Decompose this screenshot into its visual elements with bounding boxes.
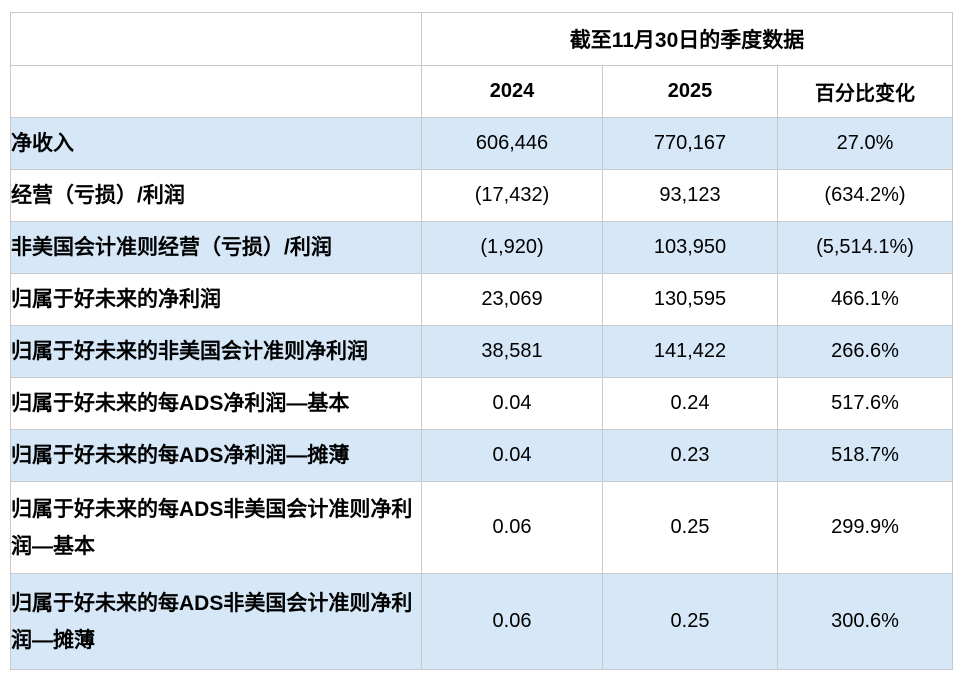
col-header-2025: 2025 <box>602 65 778 118</box>
value-2025: 141,422 <box>602 325 778 378</box>
metric-label: 非美国会计准则经营（亏损）/利润 <box>10 221 422 274</box>
value-2024: 0.04 <box>421 377 603 430</box>
table-row: 归属于好未来的每ADS非美国会计准则净利润—基本 0.06 0.25 299.9… <box>10 481 954 574</box>
col-header-change: 百分比变化 <box>776 65 954 118</box>
value-2024: 606,446 <box>421 117 603 170</box>
value-change: 466.1% <box>776 273 954 326</box>
value-change: 517.6% <box>776 377 954 430</box>
empty-corner-cell <box>10 12 422 66</box>
metric-label: 归属于好未来的每ADS净利润—摊薄 <box>10 429 422 482</box>
value-2024: (17,432) <box>421 169 603 222</box>
table-row: 归属于好未来的非美国会计准则净利润 38,581 141,422 266.6% <box>10 325 954 378</box>
quarterly-financial-table: 截至11月30日的季度数据 2024 2025 百分比变化 净收入 606,44… <box>10 12 954 670</box>
table-row: 归属于好未来的每ADS净利润—基本 0.04 0.24 517.6% <box>10 377 954 430</box>
value-change: 518.7% <box>776 429 954 482</box>
value-2024: 38,581 <box>421 325 603 378</box>
value-change: (634.2%) <box>776 169 954 222</box>
value-change: 27.0% <box>776 117 954 170</box>
metric-label: 经营（亏损）/利润 <box>10 169 422 222</box>
value-2025: 93,123 <box>602 169 778 222</box>
table-row: 经营（亏损）/利润 (17,432) 93,123 (634.2%) <box>10 169 954 222</box>
value-2025: 770,167 <box>602 117 778 170</box>
metric-label: 归属于好未来的每ADS非美国会计准则净利润—摊薄 <box>10 573 422 670</box>
value-2024: 0.06 <box>421 481 603 574</box>
value-change: (5,514.1%) <box>776 221 954 274</box>
value-change: 266.6% <box>776 325 954 378</box>
value-2025: 0.24 <box>602 377 778 430</box>
table-header-period-row: 截至11月30日的季度数据 <box>10 12 954 66</box>
value-2025: 130,595 <box>602 273 778 326</box>
value-2024: 23,069 <box>421 273 603 326</box>
table-row: 归属于好未来的净利润 23,069 130,595 466.1% <box>10 273 954 326</box>
value-2025: 103,950 <box>602 221 778 274</box>
value-2024: (1,920) <box>421 221 603 274</box>
metric-label: 归属于好未来的非美国会计准则净利润 <box>10 325 422 378</box>
period-title: 截至11月30日的季度数据 <box>420 12 954 66</box>
value-change: 299.9% <box>776 481 954 574</box>
value-2024: 0.04 <box>421 429 603 482</box>
metric-label: 归属于好未来的净利润 <box>10 273 422 326</box>
value-2025: 0.25 <box>602 481 778 574</box>
value-2025: 0.25 <box>602 573 778 670</box>
col-header-2024: 2024 <box>421 65 603 118</box>
table-row: 归属于好未来的每ADS净利润—摊薄 0.04 0.23 518.7% <box>10 429 954 482</box>
metric-label: 归属于好未来的每ADS净利润—基本 <box>10 377 422 430</box>
table-header-columns-row: 2024 2025 百分比变化 <box>10 65 954 118</box>
empty-corner-cell <box>10 65 422 118</box>
table-row: 非美国会计准则经营（亏损）/利润 (1,920) 103,950 (5,514.… <box>10 221 954 274</box>
metric-label: 净收入 <box>10 117 422 170</box>
value-2025: 0.23 <box>602 429 778 482</box>
metric-label: 归属于好未来的每ADS非美国会计准则净利润—基本 <box>10 481 422 574</box>
value-2024: 0.06 <box>421 573 603 670</box>
value-change: 300.6% <box>776 573 954 670</box>
table-row: 净收入 606,446 770,167 27.0% <box>10 117 954 170</box>
table-row: 归属于好未来的每ADS非美国会计准则净利润—摊薄 0.06 0.25 300.6… <box>10 573 954 670</box>
